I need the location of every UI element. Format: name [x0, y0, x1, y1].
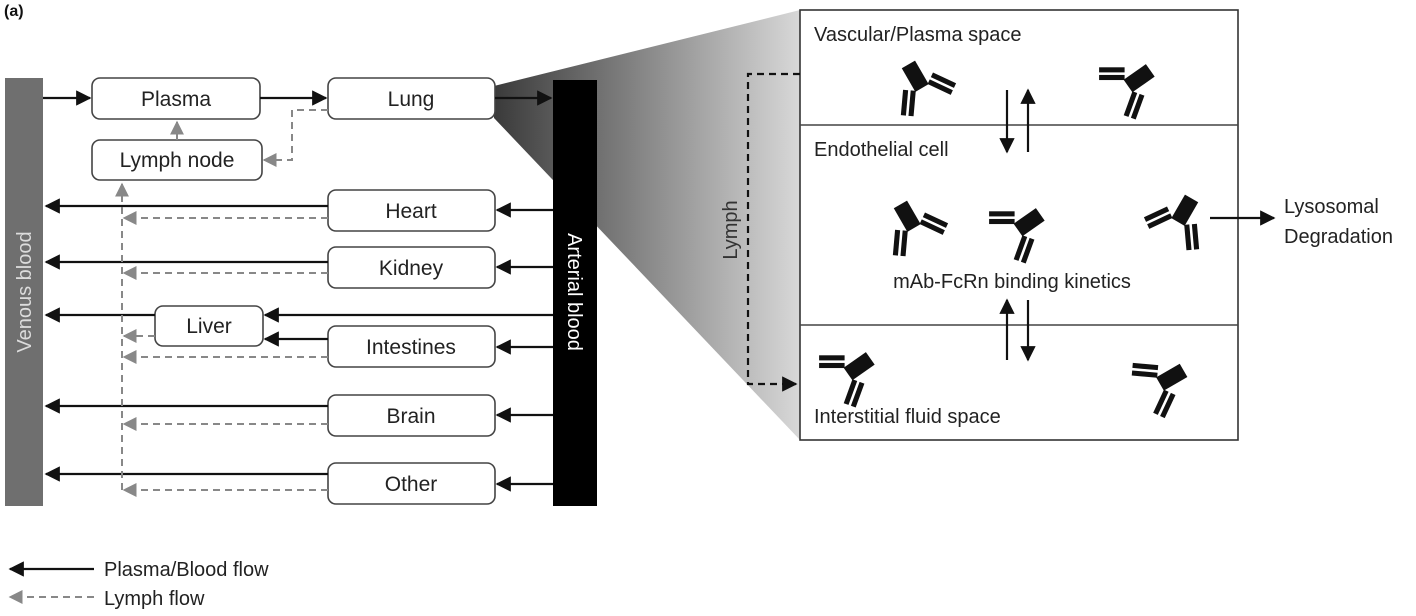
organ-plasma: Plasma	[91, 77, 261, 120]
organ-other: Other	[327, 462, 496, 505]
organ-lung: Lung	[327, 77, 496, 120]
organ-kidney: Kidney	[327, 246, 496, 289]
svg-text:Lung: Lung	[388, 88, 435, 111]
organ-heart: Heart	[327, 189, 496, 232]
tissue-zoom-panel: Vascular/Plasma space Endothelial cell m…	[799, 9, 1239, 441]
lysosomal-label: Lysosomal	[1284, 196, 1379, 218]
lymph-label: Lymph	[720, 200, 742, 259]
lymph-flow-arrows	[115, 109, 328, 497]
blood-flow-arrows	[43, 90, 553, 492]
svg-text:Other: Other	[385, 473, 438, 496]
organ-intestines: Intestines	[327, 325, 496, 368]
organ-lymph-node: Lymph node	[91, 139, 263, 181]
arterial-blood-bar	[553, 80, 597, 506]
arterial-blood-label: Arterial blood	[563, 233, 585, 351]
interstitial-space-label: Interstitial fluid space	[814, 406, 1001, 428]
panel-label: (a)	[4, 3, 24, 20]
vascular-space-label: Vascular/Plasma space	[814, 24, 1022, 46]
venous-blood-bar	[5, 78, 43, 506]
organ-liver: Liver	[154, 305, 264, 347]
legend: Plasma/Blood flow Lymph flow	[8, 559, 269, 610]
legend-solid-label: Plasma/Blood flow	[104, 559, 269, 581]
svg-text:Plasma: Plasma	[141, 88, 211, 111]
svg-text:Brain: Brain	[386, 405, 435, 428]
svg-text:Liver: Liver	[186, 315, 232, 338]
degradation-label: Degradation	[1284, 226, 1393, 248]
svg-text:Heart: Heart	[385, 200, 437, 223]
svg-text:Lymph node: Lymph node	[120, 149, 235, 172]
svg-text:Kidney: Kidney	[379, 257, 444, 280]
binding-kinetics-label: mAb-FcRn binding kinetics	[893, 271, 1131, 293]
zoom-cone	[494, 10, 800, 440]
svg-text:Intestines: Intestines	[366, 336, 456, 359]
endothelial-cell-label: Endothelial cell	[814, 139, 949, 161]
venous-blood-label: Venous blood	[14, 231, 36, 352]
legend-dashed-label: Lymph flow	[104, 588, 205, 610]
organ-brain: Brain	[327, 394, 496, 437]
lymph-return-arrow	[746, 72, 800, 392]
